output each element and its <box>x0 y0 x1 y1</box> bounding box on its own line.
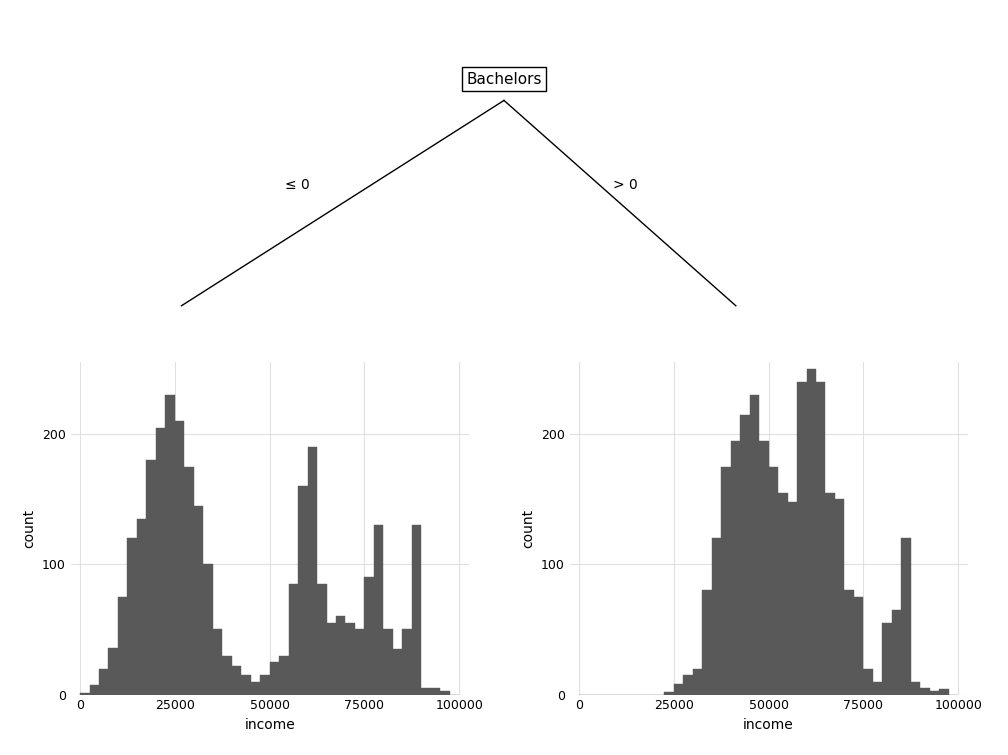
Bar <box>251 682 260 695</box>
Bar <box>194 506 204 695</box>
Bar <box>683 675 692 695</box>
Bar <box>806 369 816 695</box>
X-axis label: income: income <box>743 718 794 732</box>
Bar <box>892 610 901 695</box>
Bar <box>402 630 412 695</box>
Bar <box>90 686 99 695</box>
Bar <box>336 616 346 695</box>
Bar <box>797 382 806 695</box>
Bar <box>80 693 90 695</box>
Bar <box>759 441 768 695</box>
Bar <box>204 564 213 695</box>
Bar <box>412 525 421 695</box>
Y-axis label: count: count <box>521 509 535 548</box>
Bar <box>327 623 336 695</box>
Bar <box>318 584 327 695</box>
Bar <box>854 597 864 695</box>
Bar <box>279 655 288 695</box>
Bar <box>873 682 882 695</box>
Bar <box>864 668 873 695</box>
Bar <box>355 630 365 695</box>
Bar <box>137 519 146 695</box>
Bar <box>882 623 892 695</box>
Bar <box>174 421 184 695</box>
Bar <box>703 590 712 695</box>
Bar <box>440 691 450 695</box>
Text: > 0: > 0 <box>613 178 637 192</box>
Bar <box>845 590 854 695</box>
Bar <box>127 538 137 695</box>
Bar <box>911 682 920 695</box>
Bar <box>213 630 222 695</box>
Bar <box>393 649 402 695</box>
Bar <box>826 493 835 695</box>
Bar <box>768 467 778 695</box>
Bar <box>673 684 683 695</box>
Bar <box>750 395 759 695</box>
Bar <box>920 688 929 695</box>
Bar <box>692 668 703 695</box>
Text: Bachelors: Bachelors <box>467 72 541 87</box>
Bar <box>165 395 174 695</box>
Bar <box>260 675 270 695</box>
X-axis label: income: income <box>244 718 295 732</box>
Bar <box>787 502 797 695</box>
Text: ≤ 0: ≤ 0 <box>285 178 309 192</box>
Bar <box>241 675 251 695</box>
Bar <box>816 382 826 695</box>
Bar <box>835 499 845 695</box>
Bar <box>222 655 232 695</box>
Bar <box>184 467 194 695</box>
Bar <box>346 623 355 695</box>
Bar <box>269 662 279 695</box>
Bar <box>421 688 430 695</box>
Bar <box>929 691 939 695</box>
Bar <box>374 525 383 695</box>
Bar <box>232 666 241 695</box>
Bar <box>288 584 298 695</box>
Bar <box>712 538 721 695</box>
Bar <box>901 538 911 695</box>
Bar <box>778 493 787 695</box>
Bar <box>430 688 440 695</box>
Bar <box>365 578 374 695</box>
Bar <box>146 460 156 695</box>
Bar <box>307 447 318 695</box>
Bar <box>383 630 393 695</box>
Bar <box>939 689 949 695</box>
Bar <box>721 467 731 695</box>
Bar <box>109 648 118 695</box>
Bar <box>664 692 673 695</box>
Bar <box>156 427 165 695</box>
Bar <box>731 441 740 695</box>
Bar <box>99 668 109 695</box>
Bar <box>118 597 127 695</box>
Y-axis label: count: count <box>22 509 36 548</box>
Bar <box>740 414 750 695</box>
Bar <box>298 486 307 695</box>
